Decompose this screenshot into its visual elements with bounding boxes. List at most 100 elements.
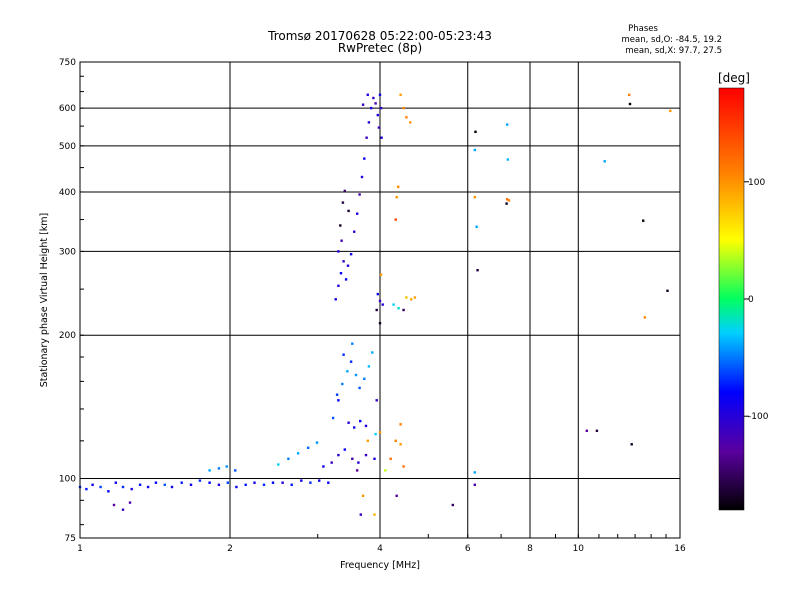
echo-point xyxy=(473,196,476,199)
echo-point xyxy=(112,503,116,507)
echo-point xyxy=(287,457,290,460)
echo-point xyxy=(642,219,645,222)
echo-point xyxy=(353,426,356,429)
x-axis-ticks: 1 2 4 6 8 10 16 xyxy=(77,534,686,554)
colorbar-tick-label: 100 xyxy=(748,178,765,188)
echo-point xyxy=(394,218,397,221)
echo-point xyxy=(669,109,672,113)
echo-point xyxy=(356,469,359,472)
echo-point xyxy=(378,299,382,303)
echo-point xyxy=(375,399,378,402)
x-tick-label: 10 xyxy=(573,544,585,554)
echo-point xyxy=(170,485,174,489)
echo-point xyxy=(334,298,337,301)
echo-point xyxy=(395,196,398,199)
echo-point xyxy=(226,481,229,484)
echo-point xyxy=(327,481,330,484)
echo-point xyxy=(339,224,342,227)
echo-point xyxy=(379,273,383,276)
echo-point xyxy=(384,469,387,472)
echo-point xyxy=(322,465,325,468)
echo-point xyxy=(595,429,599,432)
grid-lines xyxy=(80,62,680,538)
echo-point xyxy=(189,483,193,486)
echo-point xyxy=(365,136,368,139)
echo-point xyxy=(405,116,408,119)
echo-point xyxy=(506,158,509,161)
echo-point xyxy=(351,342,354,345)
echo-point xyxy=(343,448,346,451)
echo-point xyxy=(402,106,405,110)
echo-point xyxy=(349,253,353,256)
echo-point xyxy=(337,284,340,287)
echo-point xyxy=(208,481,211,484)
echo-point xyxy=(342,353,345,356)
echo-point xyxy=(163,483,166,486)
chart-subtitle: RwPretec (8p) xyxy=(338,41,422,55)
echo-point xyxy=(628,93,631,96)
echo-point xyxy=(277,463,280,466)
x-tick-label: 6 xyxy=(465,544,471,554)
echo-point xyxy=(360,175,364,179)
echo-point xyxy=(359,513,362,516)
echo-point xyxy=(476,269,479,272)
echo-point xyxy=(356,212,359,215)
echo-point xyxy=(473,483,476,486)
echo-point xyxy=(307,446,310,449)
echo-point xyxy=(353,230,356,233)
echo-point xyxy=(363,377,366,380)
phases-heading: Phases xyxy=(628,24,658,34)
echo-point xyxy=(234,469,237,472)
echo-point xyxy=(505,202,508,205)
echo-point xyxy=(296,452,300,455)
x-tick-label: 1 xyxy=(77,544,83,554)
echo-point xyxy=(262,483,266,486)
y-tick-label: 75 xyxy=(65,534,76,544)
echo-point xyxy=(397,307,400,310)
y-axis-ticks: 75 100 200 300 400 500 600 750 xyxy=(59,58,84,544)
echo-point xyxy=(347,421,350,424)
echo-point xyxy=(399,93,402,96)
echo-point xyxy=(346,370,349,373)
phases-x-line: mean, sd,X: 97.7, 27.5 xyxy=(625,46,722,56)
echo-point xyxy=(378,431,382,434)
colorbar-tick-label: 0 xyxy=(748,295,754,305)
echo-point xyxy=(300,479,303,482)
echo-point xyxy=(364,424,368,428)
echo-point xyxy=(361,103,365,106)
echo-point xyxy=(366,439,369,442)
echo-point xyxy=(378,93,382,96)
colorbar-ticks: 100 0 -100 xyxy=(744,178,769,422)
echo-point xyxy=(337,250,340,253)
y-tick-label: 600 xyxy=(59,104,76,114)
echo-point xyxy=(146,485,150,489)
echo-point xyxy=(392,303,395,306)
echo-point xyxy=(628,102,632,106)
echo-point xyxy=(290,483,293,486)
echo-point xyxy=(335,393,339,396)
echo-point xyxy=(376,292,379,296)
echo-point xyxy=(342,260,345,263)
echo-point xyxy=(374,102,377,105)
colorbar xyxy=(718,87,745,511)
chart-title: Tromsø 20170628 05:22:00-05:23:43 xyxy=(267,29,492,43)
echo-point xyxy=(344,278,348,281)
echo-point xyxy=(377,126,381,129)
echo-point xyxy=(309,481,312,484)
y-axis-label: Stationary phase Virtual Height [km] xyxy=(39,213,50,387)
echo-point xyxy=(121,508,125,511)
echo-point xyxy=(378,322,382,325)
echo-point xyxy=(643,316,646,319)
echo-point xyxy=(107,490,110,493)
echo-point xyxy=(208,469,211,472)
y-tick-label: 100 xyxy=(59,475,76,485)
echo-point xyxy=(359,419,362,423)
echo-point xyxy=(217,483,221,486)
echo-point xyxy=(370,106,373,110)
echo-point xyxy=(367,121,371,124)
echo-point xyxy=(349,360,353,363)
echo-point xyxy=(376,113,379,117)
x-tick-label: 8 xyxy=(527,544,533,554)
echo-point xyxy=(394,439,397,442)
echo-point xyxy=(271,481,275,484)
